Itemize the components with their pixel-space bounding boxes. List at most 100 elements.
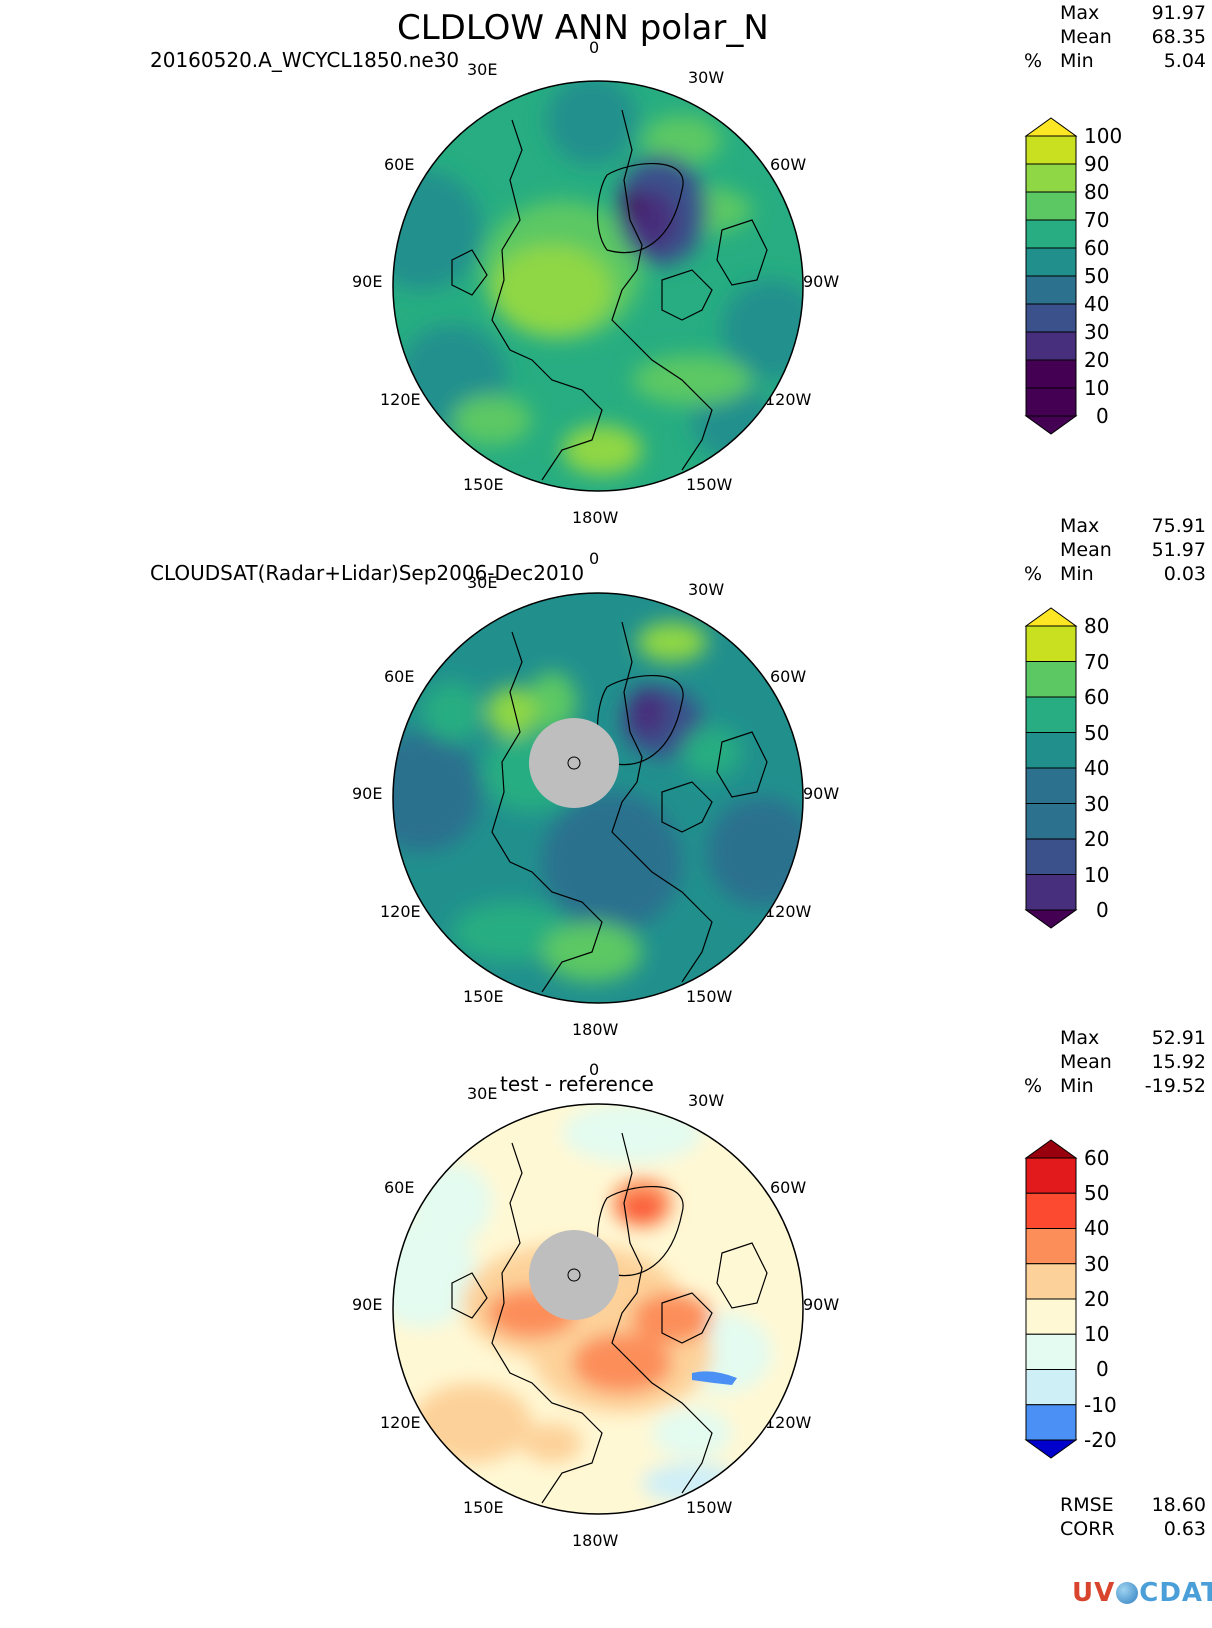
stat-max-value: 91.97 [1151,2,1206,24]
colorbar-tick: -10 [1084,1393,1117,1417]
rmse-value: 18.60 [1151,1494,1206,1516]
stat-mean-label: Mean [1060,26,1112,48]
colorbar-tick: 40 [1084,756,1110,780]
stat-max-label: Max [1060,1027,1100,1049]
lon-label: 60W [770,155,807,174]
lon-label: 120W [765,1413,812,1432]
colorbar-swatch [1025,359,1077,389]
lon-label: 120E [380,1413,421,1432]
lon-label: 90E [352,784,383,803]
colorbar-tick: 60 [1084,1146,1110,1170]
lon-label: 30E [467,573,498,592]
colorbar-swatch [1025,838,1077,875]
colorbar-swatch [1025,219,1077,249]
stat-mean-value: 51.97 [1151,539,1206,561]
colorbar-tick: 50 [1084,1181,1110,1205]
colorbar-tick: 100 [1084,124,1123,148]
lon-label: 180W [572,1531,619,1550]
colorbar-tick: 30 [1084,792,1110,816]
colorbar-swatch [1025,1369,1077,1406]
stat-max-label: Max [1060,2,1100,24]
stat-min-label: Min [1060,563,1094,585]
colorbar-tick: 40 [1084,292,1110,316]
colorbar-tick: 30 [1084,1252,1110,1276]
figure-title: CLDLOW ANN polar_N [397,8,769,48]
colorbar-tick: 70 [1084,208,1110,232]
colorbar-tick: 10 [1084,863,1110,887]
colorbar-overflow-top [1024,117,1078,137]
colorbar-swatch [1025,767,1077,804]
colorbar-tick: 20 [1084,1287,1110,1311]
stat-min-label: Min [1060,50,1094,72]
colorbar-overflow-top [1024,1139,1078,1159]
colorbar-tick: 40 [1084,1216,1110,1240]
colorbar-tick: 0 [1096,898,1109,922]
colorbar-swatch [1025,191,1077,221]
colorbar-tick: 10 [1084,1322,1110,1346]
lon-label: 180W [572,1020,619,1039]
lon-label: 30W [688,580,725,599]
lon-label: 30E [467,1084,498,1103]
lon-label: 150E [463,1498,504,1517]
panel-subtitle: 20160520.A_WCYCL1850.ne30 [150,48,460,72]
stat-min-value: -19.52 [1144,1075,1206,1097]
polar-map-test [392,80,804,492]
stat-mean-label: Mean [1060,1051,1112,1073]
polar-map-difference [392,1103,804,1515]
lon-label: 120E [380,902,421,921]
stat-mean-label: Mean [1060,539,1112,561]
colorbar-overflow-bottom [1024,909,1078,929]
colorbar-swatch [1025,696,1077,733]
corr-label: CORR [1060,1518,1115,1540]
lon-label: 120W [765,902,812,921]
lon-label: 180W [572,508,619,527]
rmse-label: RMSE [1060,1494,1114,1516]
stat-min-value: 0.03 [1163,563,1206,585]
colorbar-swatch [1025,1228,1077,1265]
lon-label: 30W [688,68,725,87]
colorbar-tick: 0 [1096,404,1109,428]
colorbar [1024,117,1078,435]
lon-label: 30W [688,1091,725,1110]
lon-label: 90W [803,784,840,803]
lon-label: 90W [803,272,840,291]
colorbar-tick: 80 [1084,180,1110,204]
lon-label: 120E [380,390,421,409]
colorbar-swatch [1025,803,1077,840]
colorbar [1024,607,1078,929]
stat-max-label: Max [1060,515,1100,537]
lon-label: 120W [765,390,812,409]
lon-label: 90E [352,1295,383,1314]
lon-label: 150E [463,987,504,1006]
lon-label: 60E [384,1178,415,1197]
lon-label: 60E [384,667,415,686]
colorbar-tick: 0 [1096,1357,1109,1381]
colorbar-swatch [1025,1333,1077,1370]
colorbar-swatch [1025,163,1077,193]
colorbar-tick: 50 [1084,721,1110,745]
colorbar-swatch [1025,625,1077,662]
colorbar-swatch [1025,1263,1077,1300]
lon-label: 60W [770,667,807,686]
stat-mean-value: 68.35 [1151,26,1206,48]
panel-subtitle: test - reference [500,1072,654,1096]
colorbar-overflow-bottom [1024,415,1078,435]
lon-label: 30E [467,60,498,79]
colorbar-swatch [1025,1192,1077,1229]
colorbar-swatch [1025,387,1077,417]
colorbar-overflow-bottom [1024,1439,1078,1459]
colorbar-tick: 20 [1084,827,1110,851]
colorbar-swatch [1025,1157,1077,1194]
colorbar-swatch [1025,874,1077,911]
lon-label: 150W [686,1498,733,1517]
stat-min-value: 5.04 [1163,50,1206,72]
lon-label: 0 [589,38,600,57]
colorbar-swatch [1025,135,1077,165]
stat-min-label: Min [1060,1075,1094,1097]
colorbar-tick: 90 [1084,152,1110,176]
lon-label: 0 [589,549,600,568]
globe-icon [1116,1582,1139,1604]
units-label: % [1024,563,1043,585]
lon-label: 60E [384,155,415,174]
units-label: % [1024,50,1043,72]
